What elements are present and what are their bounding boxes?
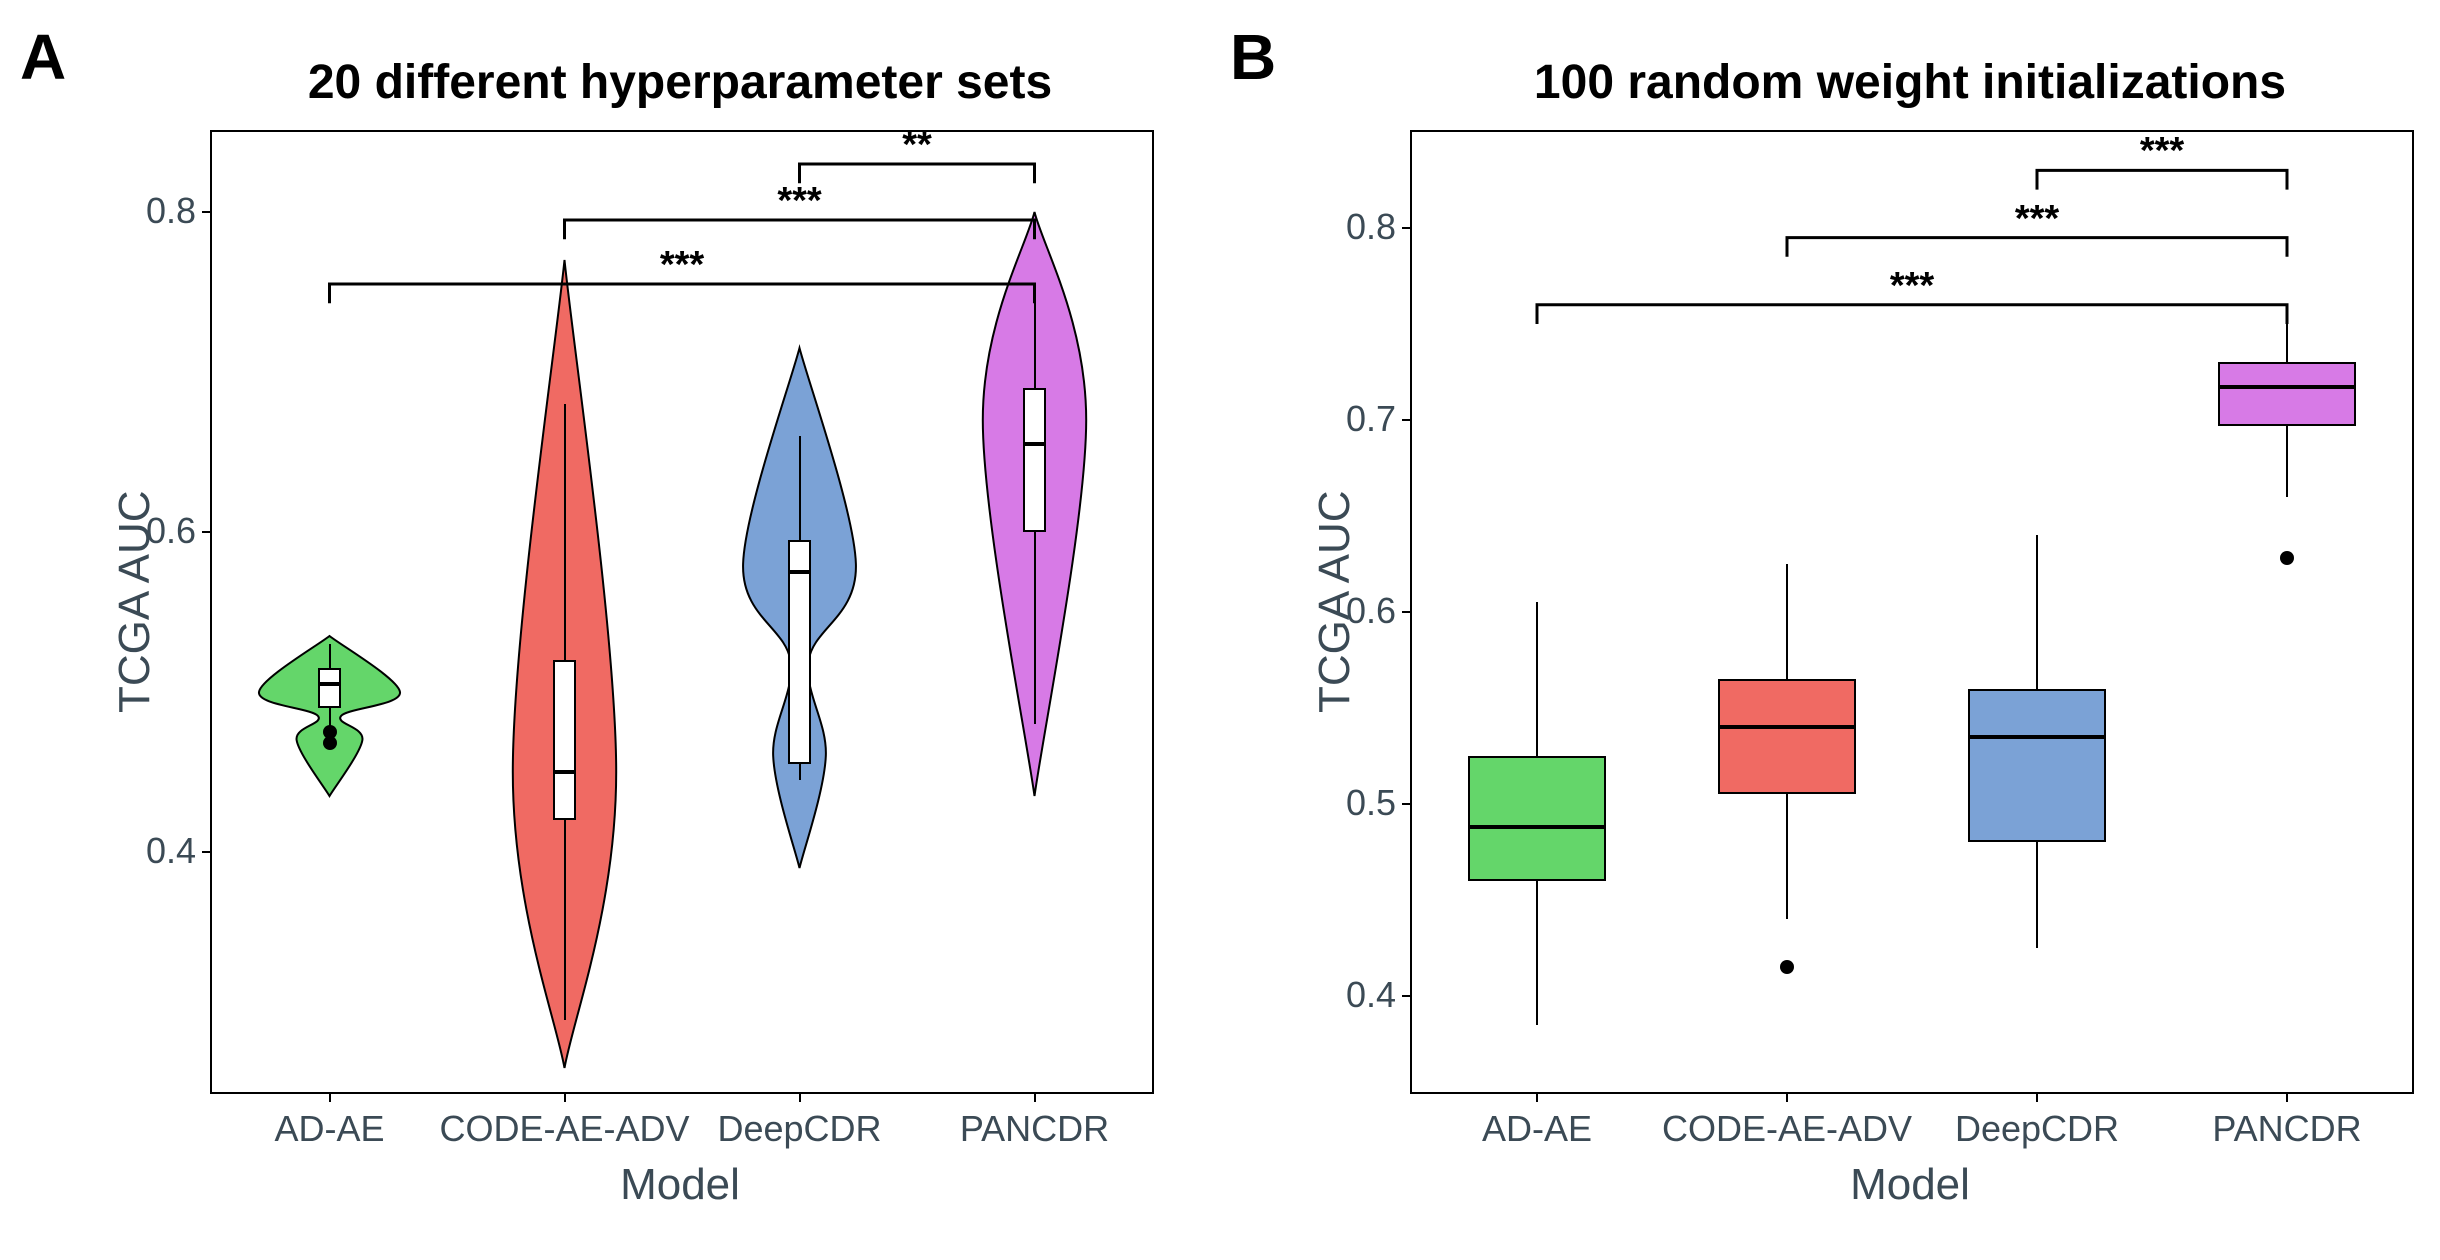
x-tick-label: AD-AE (274, 1108, 384, 1150)
x-tick (1786, 1092, 1788, 1102)
panel-b-letter: B (1230, 20, 1276, 94)
x-tick (1034, 1092, 1036, 1102)
y-tick-label: 0.8 (146, 190, 196, 232)
y-tick-label: 0.8 (1346, 206, 1396, 248)
x-tick (564, 1092, 566, 1102)
x-tick (799, 1092, 801, 1102)
y-tick-label: 0.4 (1346, 974, 1396, 1016)
significance-label: ** (902, 124, 932, 167)
panel-a-xlabel: Model (210, 1160, 1150, 1210)
y-tick-label: 0.5 (1346, 782, 1396, 824)
panel-a-plot: 0.40.60.8AD-AECODE-AE-ADVDeepCDRPANCDR**… (210, 130, 1154, 1094)
y-tick-label: 0.6 (146, 510, 196, 552)
x-tick-label: CODE-AE-ADV (1662, 1108, 1912, 1150)
panel-b: B 100 random weight initializations TCGA… (1210, 0, 2440, 1260)
y-tick (1402, 227, 1412, 229)
y-tick (1402, 419, 1412, 421)
x-tick-label: AD-AE (1482, 1108, 1592, 1150)
y-tick-label: 0.6 (1346, 590, 1396, 632)
x-tick (2286, 1092, 2288, 1102)
x-tick (1536, 1092, 1538, 1102)
y-tick-label: 0.7 (1346, 398, 1396, 440)
y-tick (202, 851, 212, 853)
significance-bracket (212, 132, 1152, 1092)
panel-a-letter: A (20, 20, 66, 94)
figure: A 20 different hyperparameter sets TCGA … (0, 0, 2440, 1260)
panel-a-title: 20 different hyperparameter sets (210, 55, 1150, 110)
x-tick-label: CODE-AE-ADV (439, 1108, 689, 1150)
panel-b-plot: 0.40.50.60.70.8AD-AECODE-AE-ADVDeepCDRPA… (1410, 130, 2414, 1094)
panel-a: A 20 different hyperparameter sets TCGA … (0, 0, 1210, 1260)
x-tick (2036, 1092, 2038, 1102)
y-tick-label: 0.4 (146, 830, 196, 872)
y-tick (1402, 803, 1412, 805)
x-tick-label: DeepCDR (717, 1108, 881, 1150)
y-tick (1402, 611, 1412, 613)
y-tick (202, 211, 212, 213)
panel-b-xlabel: Model (1410, 1160, 2410, 1210)
x-tick-label: PANCDR (2212, 1108, 2361, 1150)
significance-bracket (1412, 132, 2412, 1092)
x-tick-label: PANCDR (960, 1108, 1109, 1150)
x-tick (329, 1092, 331, 1102)
panel-b-title: 100 random weight initializations (1410, 55, 2410, 110)
x-tick-label: DeepCDR (1955, 1108, 2119, 1150)
significance-label: *** (2140, 130, 2184, 173)
y-tick (202, 531, 212, 533)
y-tick (1402, 995, 1412, 997)
